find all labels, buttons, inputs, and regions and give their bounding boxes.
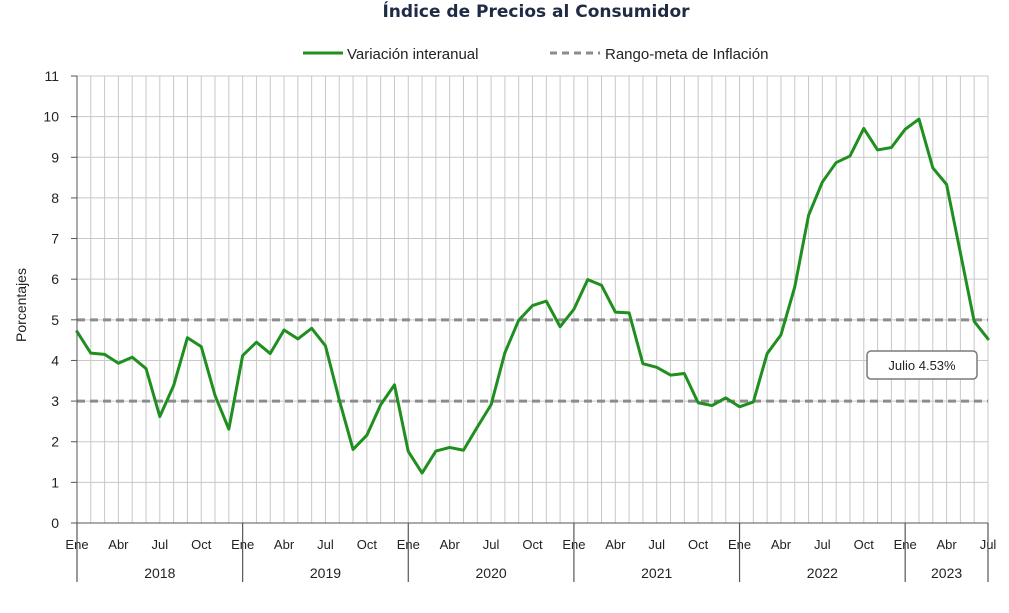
y-tick-label: 8 [51, 190, 59, 206]
year-label: 2018 [144, 565, 175, 581]
legend-label-rango-meta: Rango-meta de Inflación [605, 46, 768, 63]
x-tick-label: Oct [522, 537, 543, 552]
year-label: 2021 [641, 565, 672, 581]
year-label: 2020 [476, 565, 507, 581]
x-tick-label: Jul [483, 537, 500, 552]
chart-title: Índice de Precios al Consumidor [382, 0, 690, 22]
annotation-text: Julio 4.53% [888, 358, 956, 373]
y-tick-label: 2 [51, 434, 59, 450]
legend-label-variacion: Variación interanual [347, 46, 478, 63]
legend: Variación interanual Rango-meta de Infla… [303, 46, 768, 63]
x-tick-label: Abr [771, 537, 792, 552]
annotation-callout: Julio 4.53% [866, 350, 978, 380]
x-tick-label: Abr [108, 537, 129, 552]
y-tick-label: 9 [51, 149, 59, 165]
annotation-box [866, 350, 978, 380]
x-tick-label: Abr [605, 537, 626, 552]
x-tick-label: Oct [191, 537, 212, 552]
series-lines [75, 117, 990, 475]
x-tick-label: Oct [357, 537, 378, 552]
year-label: 2019 [310, 565, 341, 581]
y-tick-label: 3 [51, 393, 59, 409]
y-tick-label: 1 [51, 474, 59, 490]
y-tick-label: 5 [51, 312, 59, 328]
y-tick-label: 0 [51, 515, 59, 531]
target-range-lines [77, 318, 988, 403]
year-label: 2023 [931, 565, 962, 581]
x-tick-label: Jul [814, 537, 831, 552]
y-axis-label: Porcentajes [13, 268, 29, 342]
y-tick-label: 11 [44, 68, 59, 84]
x-tick-label: Oct [854, 537, 875, 552]
x-tick-label: Oct [688, 537, 709, 552]
x-tick-label: Abr [274, 537, 295, 552]
series-line-variacion-interanual [75, 117, 990, 475]
year-label: 2022 [807, 565, 838, 581]
x-tick-label: Jul [648, 537, 665, 552]
x-tick-label: Abr [936, 537, 957, 552]
y-tick-label: 10 [43, 109, 59, 125]
x-tick-label: Abr [440, 537, 461, 552]
y-tick-label: 7 [51, 231, 59, 247]
gridlines [76, 75, 989, 524]
x-tick-label: Jul [152, 537, 169, 552]
y-tick-label: 4 [51, 352, 59, 368]
y-tick-label: 6 [51, 271, 59, 287]
x-tick-label: Jul [317, 537, 334, 552]
